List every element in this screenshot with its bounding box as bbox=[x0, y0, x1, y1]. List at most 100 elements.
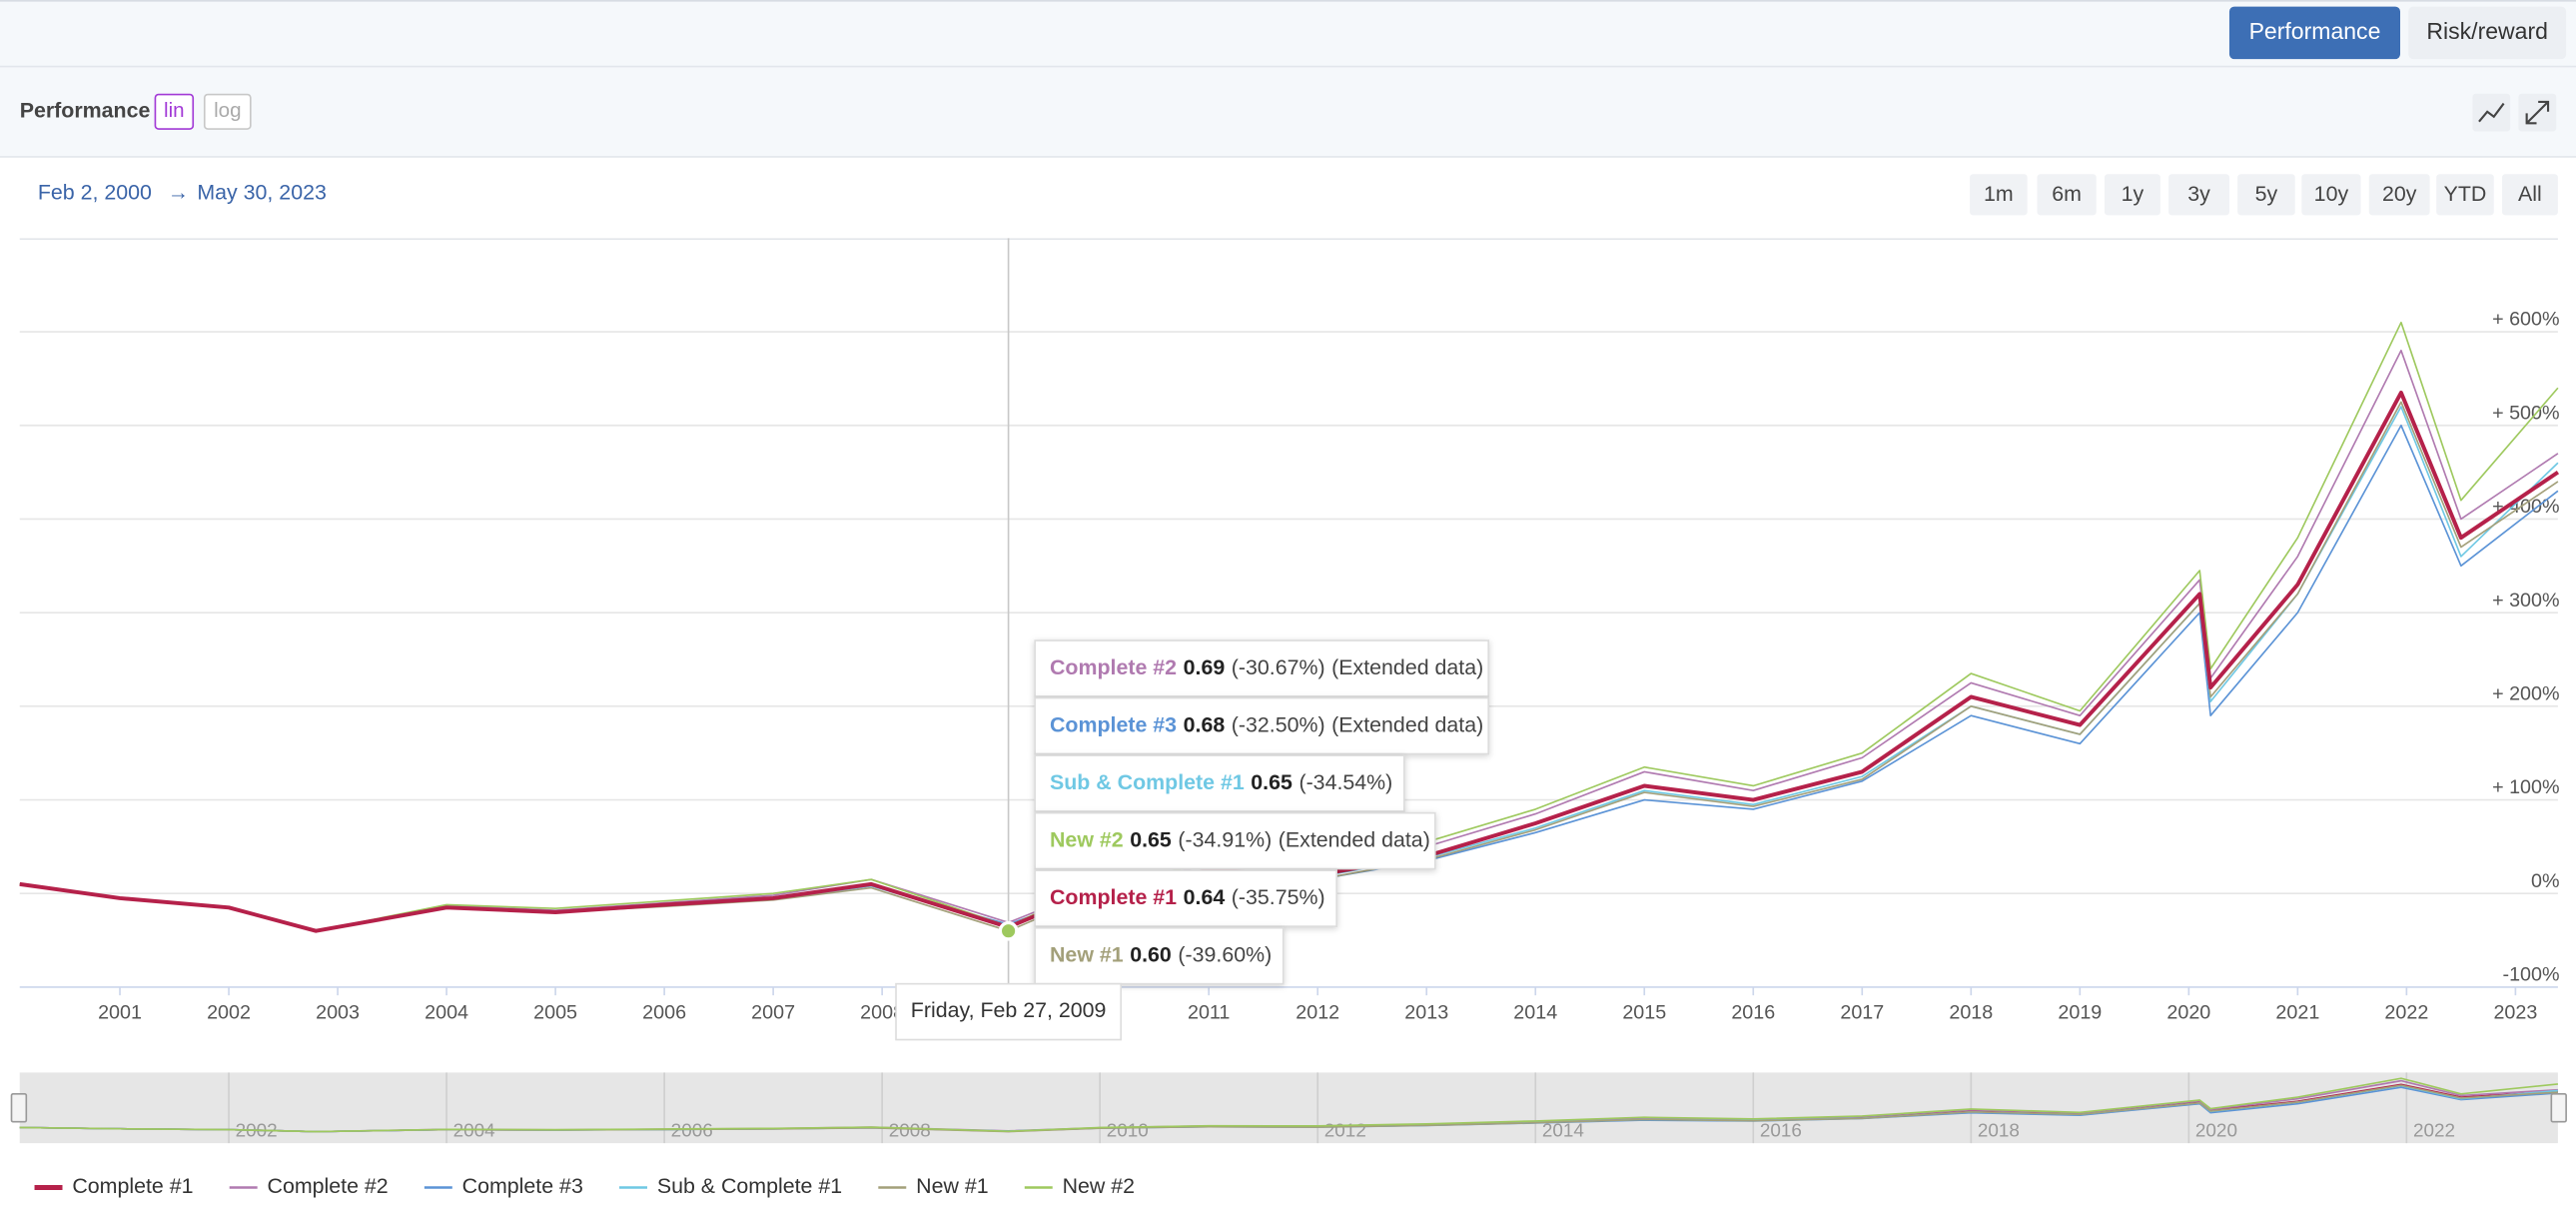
date-arrow: → bbox=[168, 181, 189, 205]
handle bbox=[2550, 1092, 2567, 1123]
tab-risk-reward[interactable]: Risk/reward bbox=[2408, 6, 2567, 60]
y-tick-label: 0% bbox=[2531, 870, 2560, 892]
legend-item[interactable]: Sub & Complete #1 bbox=[619, 1174, 842, 1198]
tooltip-name: New #2 bbox=[1050, 827, 1124, 851]
scale-log[interactable]: log bbox=[203, 93, 252, 130]
button-bg bbox=[2301, 174, 2361, 216]
tooltip-row: New #2 0.65 (-34.91%) (Extended data) bbox=[1034, 811, 1436, 870]
x-tick-label: 2018 bbox=[1949, 1001, 1993, 1023]
icon-compare[interactable] bbox=[2472, 93, 2511, 132]
tooltip-note: (Extended data) bbox=[1331, 655, 1483, 679]
date-start: Feb 2, 2000 bbox=[38, 181, 152, 205]
x-tick-label: 2015 bbox=[1622, 1001, 1666, 1023]
icon-fullscreen[interactable] bbox=[2518, 93, 2557, 132]
icon-glyph bbox=[2525, 100, 2550, 125]
navigator bbox=[19, 1072, 2558, 1144]
legend-label: Complete #3 bbox=[462, 1174, 583, 1198]
navigator-label: 2012 bbox=[1324, 1121, 1366, 1142]
x-tick-label: 2002 bbox=[207, 1001, 251, 1023]
tooltip-text: New #2 0.65 (-34.91%) (Extended data) bbox=[1050, 827, 1430, 851]
y-tick-label: + 300% bbox=[2492, 590, 2559, 611]
scale-box bbox=[203, 93, 252, 130]
button-label: 5y bbox=[2255, 182, 2278, 206]
tooltip-value: 0.65 bbox=[1251, 770, 1292, 794]
legend-item[interactable]: Complete #1 bbox=[34, 1174, 194, 1198]
scale-lin[interactable]: lin bbox=[154, 93, 195, 130]
y-tick-label: + 500% bbox=[2492, 402, 2559, 424]
navigator-label: 2016 bbox=[1760, 1121, 1802, 1142]
x-tick-label: 2019 bbox=[2058, 1001, 2102, 1023]
range-button[interactable]: 6m bbox=[2037, 174, 2097, 216]
range-button[interactable]: 10y bbox=[2301, 174, 2361, 216]
legend-item[interactable]: Complete #2 bbox=[229, 1174, 389, 1198]
navigator-label: 2006 bbox=[671, 1121, 713, 1142]
y-tick-label: -100% bbox=[2503, 964, 2560, 986]
icon-glyph bbox=[2478, 102, 2505, 123]
range-button[interactable]: 20y bbox=[2368, 174, 2430, 216]
tooltip: Complete #2 0.69 (-30.67%) (Extended data)C… bbox=[895, 639, 1489, 1041]
navigator-label: 2004 bbox=[453, 1121, 495, 1142]
button-bg bbox=[2501, 174, 2558, 216]
x-tick-label: 2005 bbox=[533, 1001, 577, 1023]
button-bg bbox=[2104, 174, 2160, 216]
button-label: 20y bbox=[2382, 182, 2417, 206]
tooltip-value: 0.68 bbox=[1184, 712, 1226, 736]
x-tick-label: 2016 bbox=[1731, 1001, 1775, 1023]
legend-item[interactable]: New #1 bbox=[878, 1174, 989, 1198]
tooltip-box bbox=[1034, 754, 1405, 812]
button-bg bbox=[2037, 174, 2097, 216]
tooltip-change: (-35.75%) bbox=[1232, 885, 1325, 909]
scale-box bbox=[154, 93, 195, 130]
legend-label: Complete #2 bbox=[268, 1174, 389, 1198]
tab-label: Risk/reward bbox=[2426, 18, 2548, 44]
tab-bg bbox=[2228, 6, 2401, 60]
navigator-label: 2022 bbox=[2413, 1121, 2455, 1142]
tab-bg bbox=[2408, 6, 2567, 60]
x-tick-label: 2008 bbox=[860, 1001, 904, 1023]
x-tick-label: 2017 bbox=[1840, 1001, 1884, 1023]
tooltip-text: Sub & Complete #1 0.65 (-34.54%) bbox=[1050, 770, 1392, 794]
range-button[interactable]: All bbox=[2501, 174, 2558, 216]
handle bbox=[10, 1092, 28, 1123]
tooltip-name: Complete #1 bbox=[1050, 885, 1177, 909]
button-bg bbox=[1970, 174, 2028, 216]
tooltip-name: Complete #3 bbox=[1050, 712, 1177, 736]
tooltip-row: New #1 0.60 (-39.60%) bbox=[1034, 926, 1285, 985]
button-label: 3y bbox=[2187, 182, 2210, 206]
tooltip-box bbox=[1034, 811, 1436, 870]
tooltip-value: 0.65 bbox=[1130, 827, 1172, 851]
tooltip-text: Complete #1 0.64 (-35.75%) bbox=[1050, 885, 1325, 909]
tooltip-row: Sub & Complete #1 0.65 (-34.54%) bbox=[1034, 754, 1405, 812]
x-tick-label: 2021 bbox=[2275, 1001, 2319, 1023]
range-button[interactable]: 1m bbox=[1970, 174, 2028, 216]
range-button[interactable]: 1y bbox=[2104, 174, 2160, 216]
icon-bg bbox=[2472, 93, 2511, 132]
tooltip-text: Complete #3 0.68 (-32.50%) (Extended data) bbox=[1050, 712, 1483, 736]
range-button[interactable]: 5y bbox=[2237, 174, 2295, 216]
range-buttons: 1m 6m 1y 3y 5y 10y 20y YTD All bbox=[1970, 174, 2558, 216]
tab-label: Performance bbox=[2249, 18, 2381, 44]
x-tick-label: 2007 bbox=[751, 1001, 795, 1023]
date-end: May 30, 2023 bbox=[197, 181, 326, 205]
tooltip-box bbox=[1034, 696, 1489, 755]
navigator-handle-left[interactable] bbox=[10, 1092, 28, 1123]
scale-label: log bbox=[214, 99, 241, 122]
tooltip-change: (-39.60%) bbox=[1178, 942, 1272, 966]
legend-item[interactable]: Complete #3 bbox=[424, 1174, 583, 1198]
button-bg bbox=[2368, 174, 2430, 216]
tooltip-box bbox=[1034, 639, 1489, 697]
range-button[interactable]: YTD bbox=[2436, 174, 2494, 216]
tooltip-date-text: Friday, Feb 27, 2009 bbox=[911, 998, 1107, 1022]
x-tick-label: 2012 bbox=[1295, 1001, 1339, 1023]
tooltip-value: 0.69 bbox=[1184, 655, 1226, 679]
tab-performance[interactable]: Performance bbox=[2228, 6, 2401, 60]
tooltip-date: Friday, Feb 27, 2009 bbox=[895, 982, 1123, 1041]
tooltip-change: (-32.50%) bbox=[1232, 712, 1325, 736]
legend-item[interactable]: New #2 bbox=[1024, 1174, 1135, 1198]
legend-label: Sub & Complete #1 bbox=[657, 1174, 842, 1198]
button-label: 1y bbox=[2122, 182, 2145, 206]
navigator-handle-right[interactable] bbox=[2550, 1092, 2567, 1123]
range-button[interactable]: 3y bbox=[2168, 174, 2229, 216]
tooltip-box bbox=[1034, 926, 1285, 985]
